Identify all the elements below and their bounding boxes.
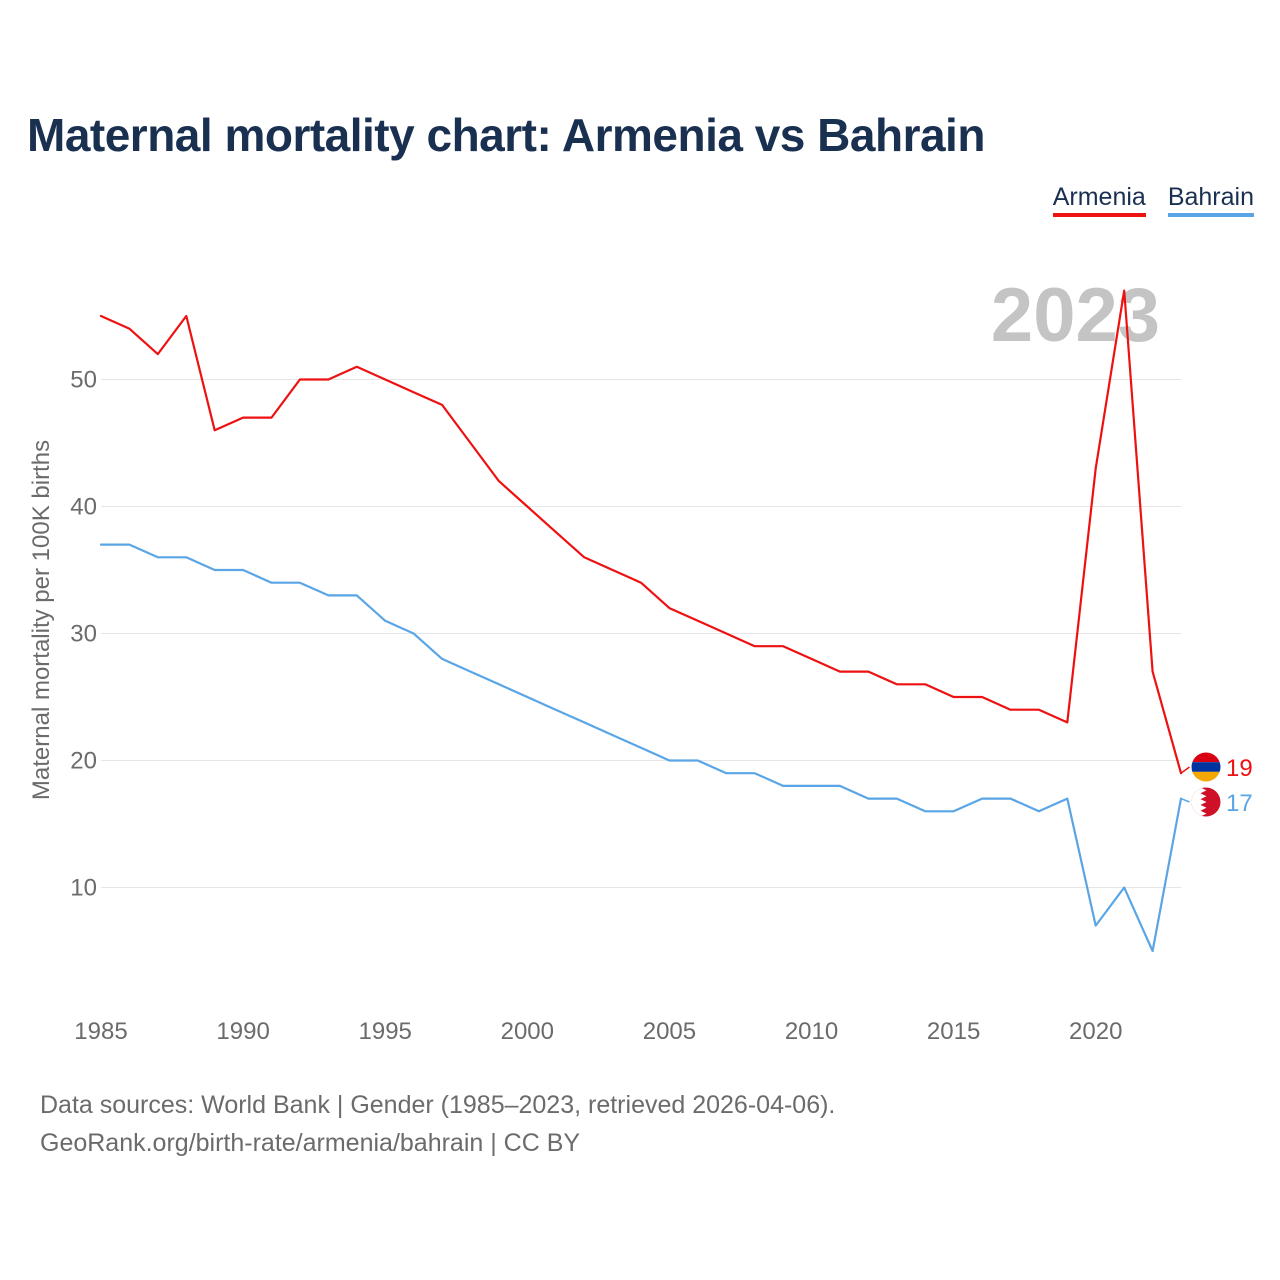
attribution-link[interactable]: GeoRank.org/birth-rate/armenia/bahrain |…: [40, 1124, 835, 1162]
x-tick-label: 1995: [359, 1018, 412, 1045]
x-tick-label: 2010: [785, 1018, 838, 1045]
x-tick-label: 2015: [927, 1018, 980, 1045]
footer: Data sources: World Bank | Gender (1985–…: [40, 1086, 835, 1162]
x-tick-label: 2005: [643, 1018, 696, 1045]
end-value-label-bahrain: 17: [1226, 790, 1253, 817]
y-tick-label: 20: [70, 748, 97, 775]
x-tick-label: 2020: [1069, 1018, 1122, 1045]
end-value-label-armenia: 19: [1226, 755, 1253, 782]
end-connector-bahrain: [1181, 799, 1190, 802]
series-line-armenia: [101, 291, 1181, 774]
y-axis-label: Maternal mortality per 100K births: [28, 440, 55, 800]
flag-armenia-icon: [1192, 753, 1221, 783]
end-connector-armenia: [1181, 767, 1190, 773]
year-watermark: 2023: [991, 273, 1160, 358]
x-tick-label: 2000: [501, 1018, 554, 1045]
data-source-note: Data sources: World Bank | Gender (1985–…: [40, 1086, 835, 1124]
y-tick-label: 10: [70, 875, 97, 902]
y-tick-label: 40: [70, 494, 97, 521]
y-tick-label: 30: [70, 621, 97, 648]
x-tick-label: 1990: [216, 1018, 269, 1045]
series-line-bahrain: [101, 545, 1181, 951]
flag-bahrain-icon: [1191, 788, 1221, 817]
y-tick-label: 50: [70, 367, 97, 394]
x-tick-label: 1985: [74, 1018, 127, 1045]
